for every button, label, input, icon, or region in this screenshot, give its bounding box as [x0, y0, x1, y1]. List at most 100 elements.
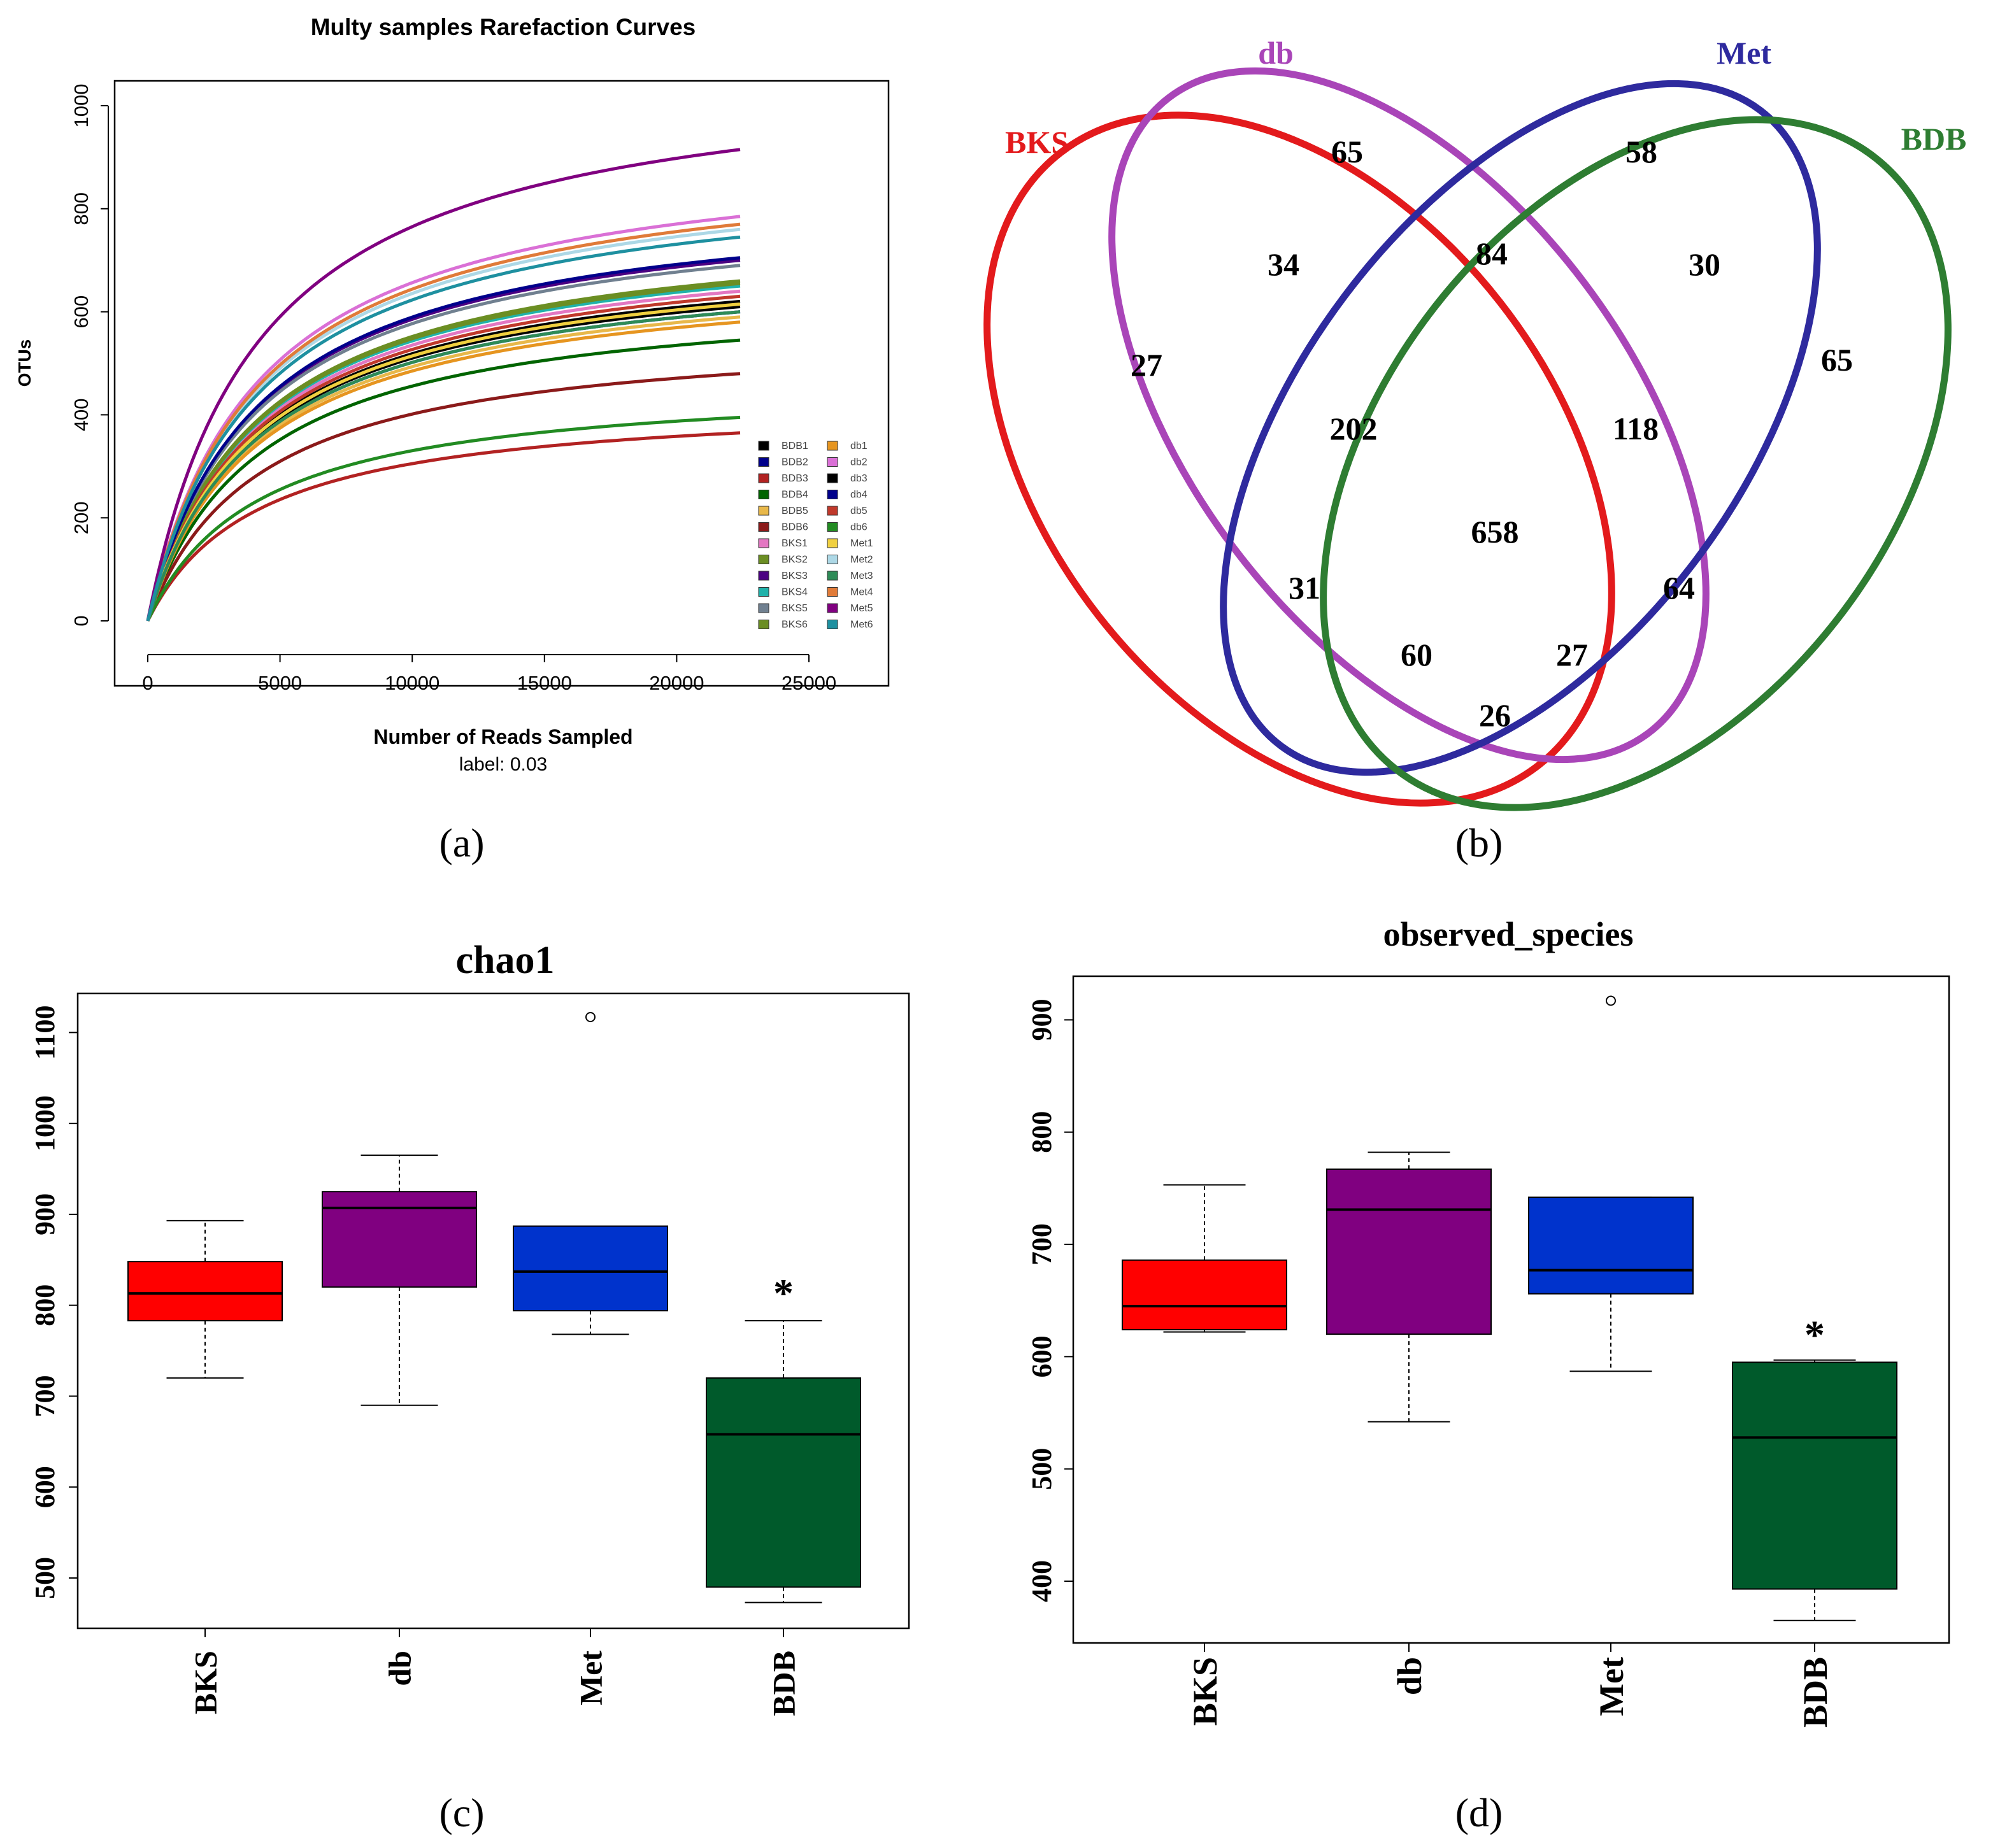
rarefaction-y-tick-label: 0 — [70, 615, 92, 626]
legend-swatch-Met5 — [827, 603, 838, 613]
legend-swatch-Met4 — [827, 587, 838, 597]
legend-swatch-db3 — [827, 473, 838, 483]
panel-label-a: (a) — [439, 820, 484, 865]
observed-species-box-Met — [1528, 1197, 1694, 1295]
observed-species-box-group-BKS — [1122, 1184, 1287, 1333]
observed-species-y-tick-label: 600 — [1026, 1335, 1057, 1377]
chao1-box-group-Met — [513, 1012, 668, 1335]
legend-swatch-BDB2 — [758, 457, 769, 467]
legend-swatch-BKS3 — [758, 571, 769, 581]
legend-swatch-Met6 — [827, 620, 838, 629]
observed-species-box-group-Met — [1528, 995, 1694, 1372]
observed-species-y-tick-label: 500 — [1026, 1448, 1057, 1490]
venn-set-label-met: Met — [1717, 35, 1771, 71]
chao1-box-group-BDB: * — [706, 1270, 861, 1603]
observed-species-panel: observed_species 400 500 600 700 800 900 BKS db… — [1026, 915, 1950, 1835]
chao1-y-tick-label: 1100 — [29, 1006, 61, 1060]
rarefaction-ylabel: OTUs — [15, 339, 34, 387]
rarefaction-plot-frame — [113, 80, 890, 687]
legend-label-BDB1: BDB1 — [782, 441, 808, 451]
chao1-y-tick-label: 1000 — [29, 1095, 61, 1151]
legend-label-BDB3: BDB3 — [782, 473, 808, 484]
observed-species-category-label-BDB: BDB — [1796, 1657, 1834, 1728]
legend-label-BKS2: BKS2 — [782, 555, 808, 565]
observed-species-y-tick-label: 700 — [1026, 1223, 1057, 1265]
legend-swatch-BKS1 — [758, 538, 769, 548]
legend-label-BKS3: BKS3 — [782, 571, 808, 581]
venn-set-label-bks: BKS — [1005, 124, 1069, 160]
chao1-category-label-db: db — [382, 1651, 418, 1686]
legend-swatch-BDB3 — [758, 473, 769, 483]
observed-species-title: observed_species — [1383, 915, 1634, 953]
venn-count-bks-bdb: 26 — [1479, 697, 1511, 733]
legend-label-BKS4: BKS4 — [782, 587, 808, 598]
chao1-category-label-BDB: BDB — [766, 1651, 802, 1716]
panel-label-d: (d) — [1455, 1790, 1503, 1835]
legend-swatch-BKS5 — [758, 603, 769, 613]
venn-ellipse-met — [1220, 80, 1821, 776]
rarefaction-curve-BDB4 — [146, 338, 741, 622]
chao1-outlier — [585, 1012, 596, 1023]
rarefaction-y-tick-label: 1000 — [70, 84, 92, 128]
venn-count-bks-db: 34 — [1268, 246, 1299, 282]
chao1-box-BKS — [127, 1261, 283, 1321]
venn-count-bks-db-met: 202 — [1330, 411, 1378, 446]
chao1-category-label-BKS: BKS — [188, 1651, 224, 1714]
observed-species-box-BKS — [1122, 1259, 1287, 1331]
legend-swatch-BKS6 — [758, 620, 769, 629]
chao1-y-tick-label: 500 — [29, 1557, 61, 1599]
observed-species-y-tick-label: 900 — [1026, 999, 1057, 1041]
legend-label-Met5: Met5 — [850, 603, 873, 614]
legend-label-Met3: Met3 — [850, 571, 873, 581]
legend-label-db6: db6 — [850, 522, 868, 533]
observed-species-y-tick-label: 400 — [1026, 1560, 1057, 1602]
rarefaction-curve-BDB3 — [146, 431, 741, 622]
legend-label-BDB4: BDB4 — [782, 490, 808, 501]
venn-count-met-bdb: 30 — [1689, 246, 1720, 282]
rarefaction-x-tick-label: 0 — [142, 672, 153, 694]
legend-label-db4: db4 — [850, 490, 868, 501]
observed-species-box-group-db — [1326, 1151, 1492, 1423]
observed-species-category-label-Met: Met — [1592, 1657, 1631, 1716]
rarefaction-curve-db4 — [146, 256, 741, 622]
venn-count-all: 658 — [1471, 514, 1519, 550]
observed-species-plot-frame — [1072, 975, 1950, 1644]
rarefaction-panel: Multy samples Rarefaction Curves 0 5000 10… — [15, 14, 890, 865]
legend-label-BDB6: BDB6 — [782, 522, 808, 533]
legend-swatch-Met2 — [827, 555, 838, 564]
rarefaction-x-tick-label: 5000 — [258, 672, 302, 694]
venn-panel: BKS db Met BDB 65 58 34 84 30 27 65 202 … — [983, 35, 1967, 865]
rarefaction-xlabel-sub: label: 0.03 — [459, 754, 547, 775]
chao1-plot-frame — [76, 992, 910, 1630]
observed-species-box-BDB — [1732, 1361, 1897, 1590]
rarefaction-x-tick-label: 15000 — [517, 672, 572, 694]
chao1-significance-star: * — [773, 1270, 794, 1316]
venn-count-bks-db-bdb: 27 — [1556, 637, 1588, 672]
panel-label-b: (b) — [1455, 820, 1503, 865]
chao1-y-tick-label: 700 — [29, 1375, 61, 1417]
legend-label-BKS6: BKS6 — [782, 620, 808, 630]
legend-label-db3: db3 — [850, 473, 868, 484]
legend-swatch-BDB1 — [758, 441, 769, 451]
rarefaction-y-tick-label: 400 — [70, 399, 92, 432]
chao1-box-group-BKS — [127, 1219, 283, 1379]
venn-ellipse-db — [1108, 67, 1710, 764]
chao1-box-Met — [513, 1225, 668, 1312]
venn-count-db: 65 — [1331, 134, 1363, 169]
legend-swatch-Met3 — [827, 571, 838, 581]
rarefaction-curve-Met6 — [146, 235, 741, 622]
observed-species-box-group-BDB: * — [1732, 1312, 1897, 1621]
rarefaction-x-tick-label: 10000 — [385, 672, 439, 694]
chao1-y-tick-label: 800 — [29, 1284, 61, 1326]
legend-swatch-BDB5 — [758, 506, 769, 516]
venn-set-label-bdb: BDB — [1901, 121, 1967, 157]
chao1-box-db — [322, 1191, 477, 1288]
venn-set-label-db: db — [1258, 35, 1294, 71]
chao1-y-tick-label: 600 — [29, 1466, 61, 1508]
rarefaction-curve-Met5 — [146, 148, 741, 622]
venn-ellipse-bdb — [1320, 116, 1952, 811]
observed-species-box-db — [1326, 1168, 1492, 1335]
legend-label-db2: db2 — [850, 457, 868, 468]
venn-ellipse-bks — [983, 111, 1615, 807]
legend-swatch-BKS4 — [758, 587, 769, 597]
